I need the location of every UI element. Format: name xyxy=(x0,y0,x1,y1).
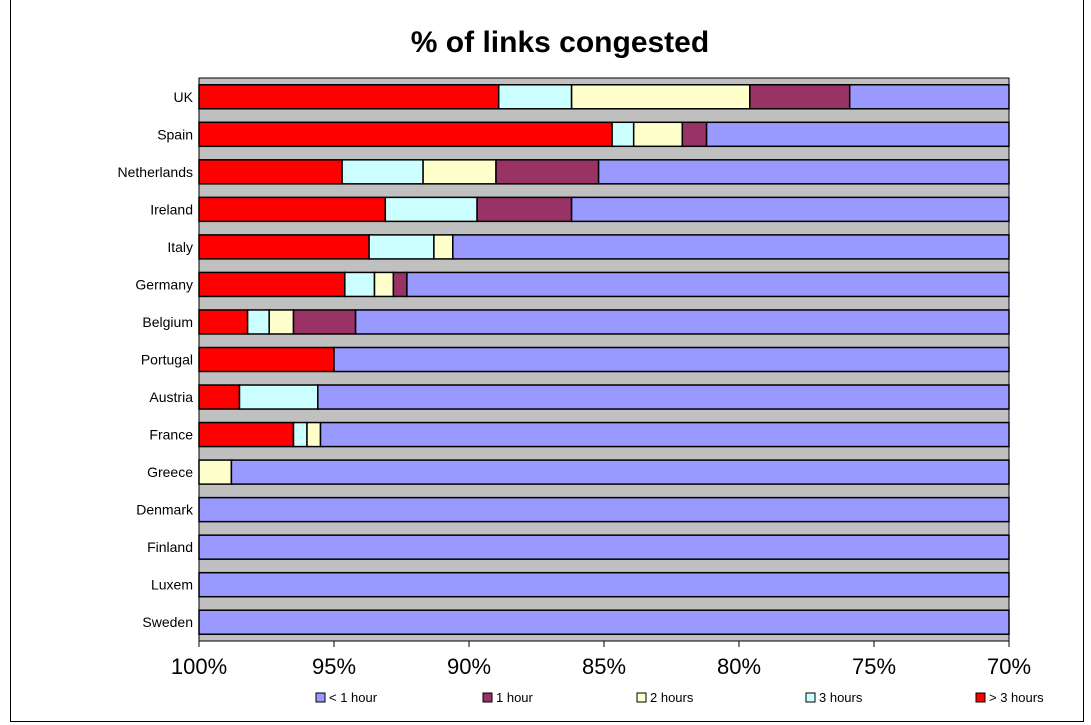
bar-germany-1-hour xyxy=(392,271,408,298)
bar-finland-1-hour xyxy=(198,534,1010,560)
category-label: Belgium xyxy=(142,314,193,330)
bar-belgium-3-hours xyxy=(198,309,249,335)
legend-label-3-hours: 3 hours xyxy=(819,690,863,705)
bars-group xyxy=(198,84,1010,635)
bar-france-2-hours xyxy=(306,421,322,448)
bar-ireland-3-hours xyxy=(384,196,478,223)
bar-austria-3-hours xyxy=(238,384,319,410)
bar-netherlands-1-hour xyxy=(597,159,1010,185)
category-label: Ireland xyxy=(150,201,193,217)
bar-germany-3-hours xyxy=(198,271,346,298)
bar-greece-1-hour xyxy=(230,459,1010,485)
bar-france-3-hours xyxy=(198,421,295,448)
bar-netherlands-3-hours xyxy=(198,159,343,185)
x-tick-label: 80% xyxy=(717,654,761,679)
legend-swatch-1-hour xyxy=(482,692,493,703)
bar-belgium-3-hours xyxy=(246,309,270,335)
chart-title: % of links congested xyxy=(411,26,709,59)
category-label: Italy xyxy=(167,239,193,255)
category-label: Denmark xyxy=(136,502,194,518)
bar-germany-1-hour xyxy=(406,271,1010,298)
category-label: Luxem xyxy=(151,577,193,593)
category-label: Netherlands xyxy=(118,164,194,180)
x-tick-label: 70% xyxy=(987,654,1031,679)
bar-austria-1-hour xyxy=(317,384,1010,410)
category-label: Finland xyxy=(147,539,193,555)
category-labels: UK Spain Netherlands Ireland Italy Germany Bel… xyxy=(118,89,194,630)
bar-germany-3-hours xyxy=(344,271,376,298)
bar-uk-2-hours xyxy=(570,84,751,110)
chart-frame: % of links congested UK Spain Netherlands I… xyxy=(10,0,1084,722)
bar-netherlands-3-hours xyxy=(341,159,424,185)
x-tick-label: 75% xyxy=(852,654,896,679)
bar-greece-2-hours xyxy=(198,459,233,485)
bar-belgium-2-hours xyxy=(268,309,295,335)
bar-uk-3-hours xyxy=(198,84,500,110)
legend-label-3-hours: > 3 hours xyxy=(989,690,1044,705)
category-label: Spain xyxy=(157,126,193,142)
legend-swatch-3-hours xyxy=(975,692,986,703)
category-label: Portugal xyxy=(141,352,193,368)
bar-uk-3-hours xyxy=(497,84,573,110)
x-axis-ticks: 100% 95% 90% 85% 80% 75% 70% xyxy=(171,641,1031,679)
bar-uk-1-hour xyxy=(848,84,1010,110)
x-tick-label: 90% xyxy=(447,654,491,679)
bar-belgium-1-hour xyxy=(292,309,357,335)
legend: < 1 hour 1 hour 2 hours 3 hours > 3 hours xyxy=(315,690,1044,705)
bar-spain-3-hours xyxy=(611,121,635,148)
bar-portugal-1-hour xyxy=(333,346,1010,373)
bar-france-1-hour xyxy=(319,421,1010,448)
bar-sweden-1-hour xyxy=(198,609,1010,635)
legend-label-1-hour: 1 hour xyxy=(496,690,534,705)
bar-spain-3-hours xyxy=(198,121,613,148)
bar-france-3-hours xyxy=(292,421,308,448)
x-tick-label: 95% xyxy=(312,654,356,679)
category-label: Greece xyxy=(147,464,193,480)
category-label: Austria xyxy=(149,389,193,405)
x-tick-label: 100% xyxy=(171,654,227,679)
bar-spain-2-hours xyxy=(632,121,684,148)
bar-spain-1-hour xyxy=(681,121,708,148)
category-label: UK xyxy=(174,89,194,105)
bar-ireland-1-hour xyxy=(570,196,1010,223)
bar-uk-1-hour xyxy=(749,84,851,110)
bar-italy-2-hours xyxy=(433,234,454,260)
legend-swatch-1-hour xyxy=(315,692,326,703)
legend-label-2-hours: 2 hours xyxy=(650,690,694,705)
bar-spain-1-hour xyxy=(705,121,1010,148)
bar-netherlands-1-hour xyxy=(495,159,600,185)
bar-belgium-1-hour xyxy=(354,309,1010,335)
legend-label-1-hour: < 1 hour xyxy=(329,690,378,705)
legend-swatch-3-hours xyxy=(805,692,816,703)
bar-portugal-3-hours xyxy=(198,346,335,373)
bar-ireland-3-hours xyxy=(198,196,387,223)
bar-germany-2-hours xyxy=(373,271,395,298)
bar-netherlands-2-hours xyxy=(422,159,497,185)
category-label: Germany xyxy=(135,276,193,292)
category-label: France xyxy=(149,427,193,443)
bar-austria-3-hours xyxy=(198,384,241,410)
bar-ireland-1-hour xyxy=(476,196,573,223)
x-tick-label: 85% xyxy=(582,654,626,679)
bar-italy-1-hour xyxy=(452,234,1010,260)
category-label: Sweden xyxy=(142,614,193,630)
chart: % of links congested UK Spain Netherlands I… xyxy=(118,26,1045,705)
bar-italy-3-hours xyxy=(368,234,435,260)
bar-italy-3-hours xyxy=(198,234,370,260)
legend-swatch-2-hours xyxy=(636,692,647,703)
bar-luxem-1-hour xyxy=(198,571,1010,598)
bar-denmark-1-hour xyxy=(198,496,1010,523)
